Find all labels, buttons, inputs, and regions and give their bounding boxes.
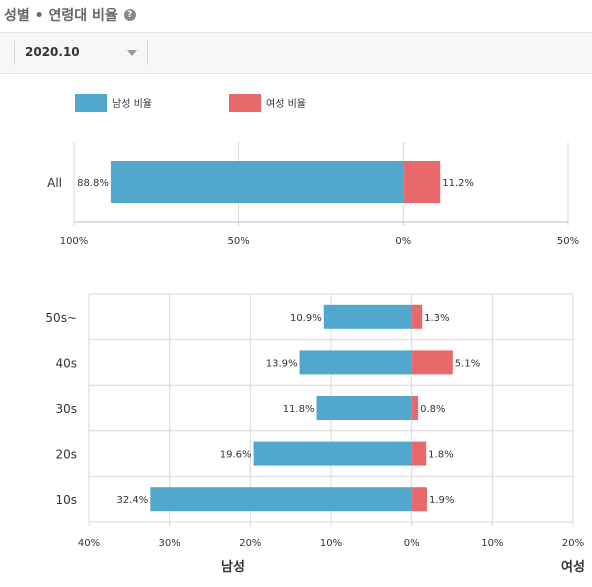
all-chart-bar-female	[403, 161, 441, 203]
age-chart-bar-female	[411, 350, 453, 375]
age-chart-tick-label: 0%	[404, 538, 420, 549]
age-chart-label-female: 5.1%	[455, 358, 480, 369]
age-chart-label-male: 19.6%	[220, 450, 252, 461]
month-select-value: 2020.10	[25, 45, 80, 59]
legend-label-female: 여성 비율	[266, 98, 306, 110]
all-chart-bar-male	[110, 161, 404, 203]
age-chart-category-label: 30s	[55, 402, 77, 416]
age-chart-label-female: 1.9%	[429, 495, 454, 506]
age-chart-bar-male	[253, 441, 412, 466]
question-circle-icon[interactable]: ?	[123, 9, 136, 21]
age-chart-category-label: 10s	[55, 493, 77, 507]
section-title: 성별 • 연령대 비율	[4, 8, 118, 24]
male-axis-label: 남성	[221, 559, 245, 575]
female-axis-label: 여성	[561, 559, 585, 575]
age-chart-label-male: 11.8%	[283, 404, 315, 415]
age-chart-tick-label: 40%	[78, 538, 100, 549]
age-chart-tick-label: 10%	[320, 538, 342, 549]
legend-swatch-female	[229, 94, 261, 112]
age-chart-category-label: 40s	[55, 356, 77, 370]
section-header: 성별 • 연령대 비율 ?	[0, 0, 592, 30]
age-chart-label-male: 32.4%	[117, 495, 149, 506]
all-chart-tick-label: 0%	[395, 236, 411, 247]
age-chart-bar-female	[411, 441, 427, 466]
all-chart-category-label: All	[47, 176, 62, 190]
age-chart-category-label: 50s~	[45, 311, 77, 325]
age-chart-bar-female	[411, 487, 427, 512]
age-chart-label-male: 13.9%	[266, 358, 298, 369]
age-chart-bar-male	[323, 304, 412, 329]
age-chart-tick-label: 30%	[159, 538, 181, 549]
age-chart-bar-female	[411, 396, 419, 420]
caret-down-icon	[127, 50, 137, 56]
age-chart-tick-label: 20%	[239, 538, 261, 549]
age-chart-label-female: 1.8%	[428, 450, 453, 461]
age-chart-tick-label: 10%	[481, 538, 503, 549]
age-chart-label-female: 1.3%	[424, 313, 449, 324]
all-chart-label-male: 88.8%	[77, 178, 109, 189]
month-select[interactable]: 2020.10	[14, 41, 148, 65]
filter-bar: 2020.10	[0, 32, 592, 74]
age-chart-label-male: 10.9%	[290, 313, 322, 324]
age-chart-bar-male	[299, 350, 412, 375]
age-chart-bar-female	[411, 304, 423, 329]
age-chart-bar-male	[316, 396, 412, 420]
all-chart-tick-label: 50%	[228, 236, 250, 247]
age-chart-category-label: 20s	[55, 448, 77, 462]
all-chart-tick-label: 50%	[557, 236, 579, 247]
all-chart-tick-label: 100%	[60, 236, 89, 247]
age-chart-bar-male	[150, 487, 412, 512]
legend-swatch-male	[75, 94, 107, 112]
age-chart-tick-label: 20%	[562, 538, 584, 549]
legend-label-male: 남성 비율	[112, 98, 152, 110]
age-chart-label-female: 0.8%	[420, 404, 445, 415]
all-chart-label-female: 11.2%	[442, 178, 474, 189]
